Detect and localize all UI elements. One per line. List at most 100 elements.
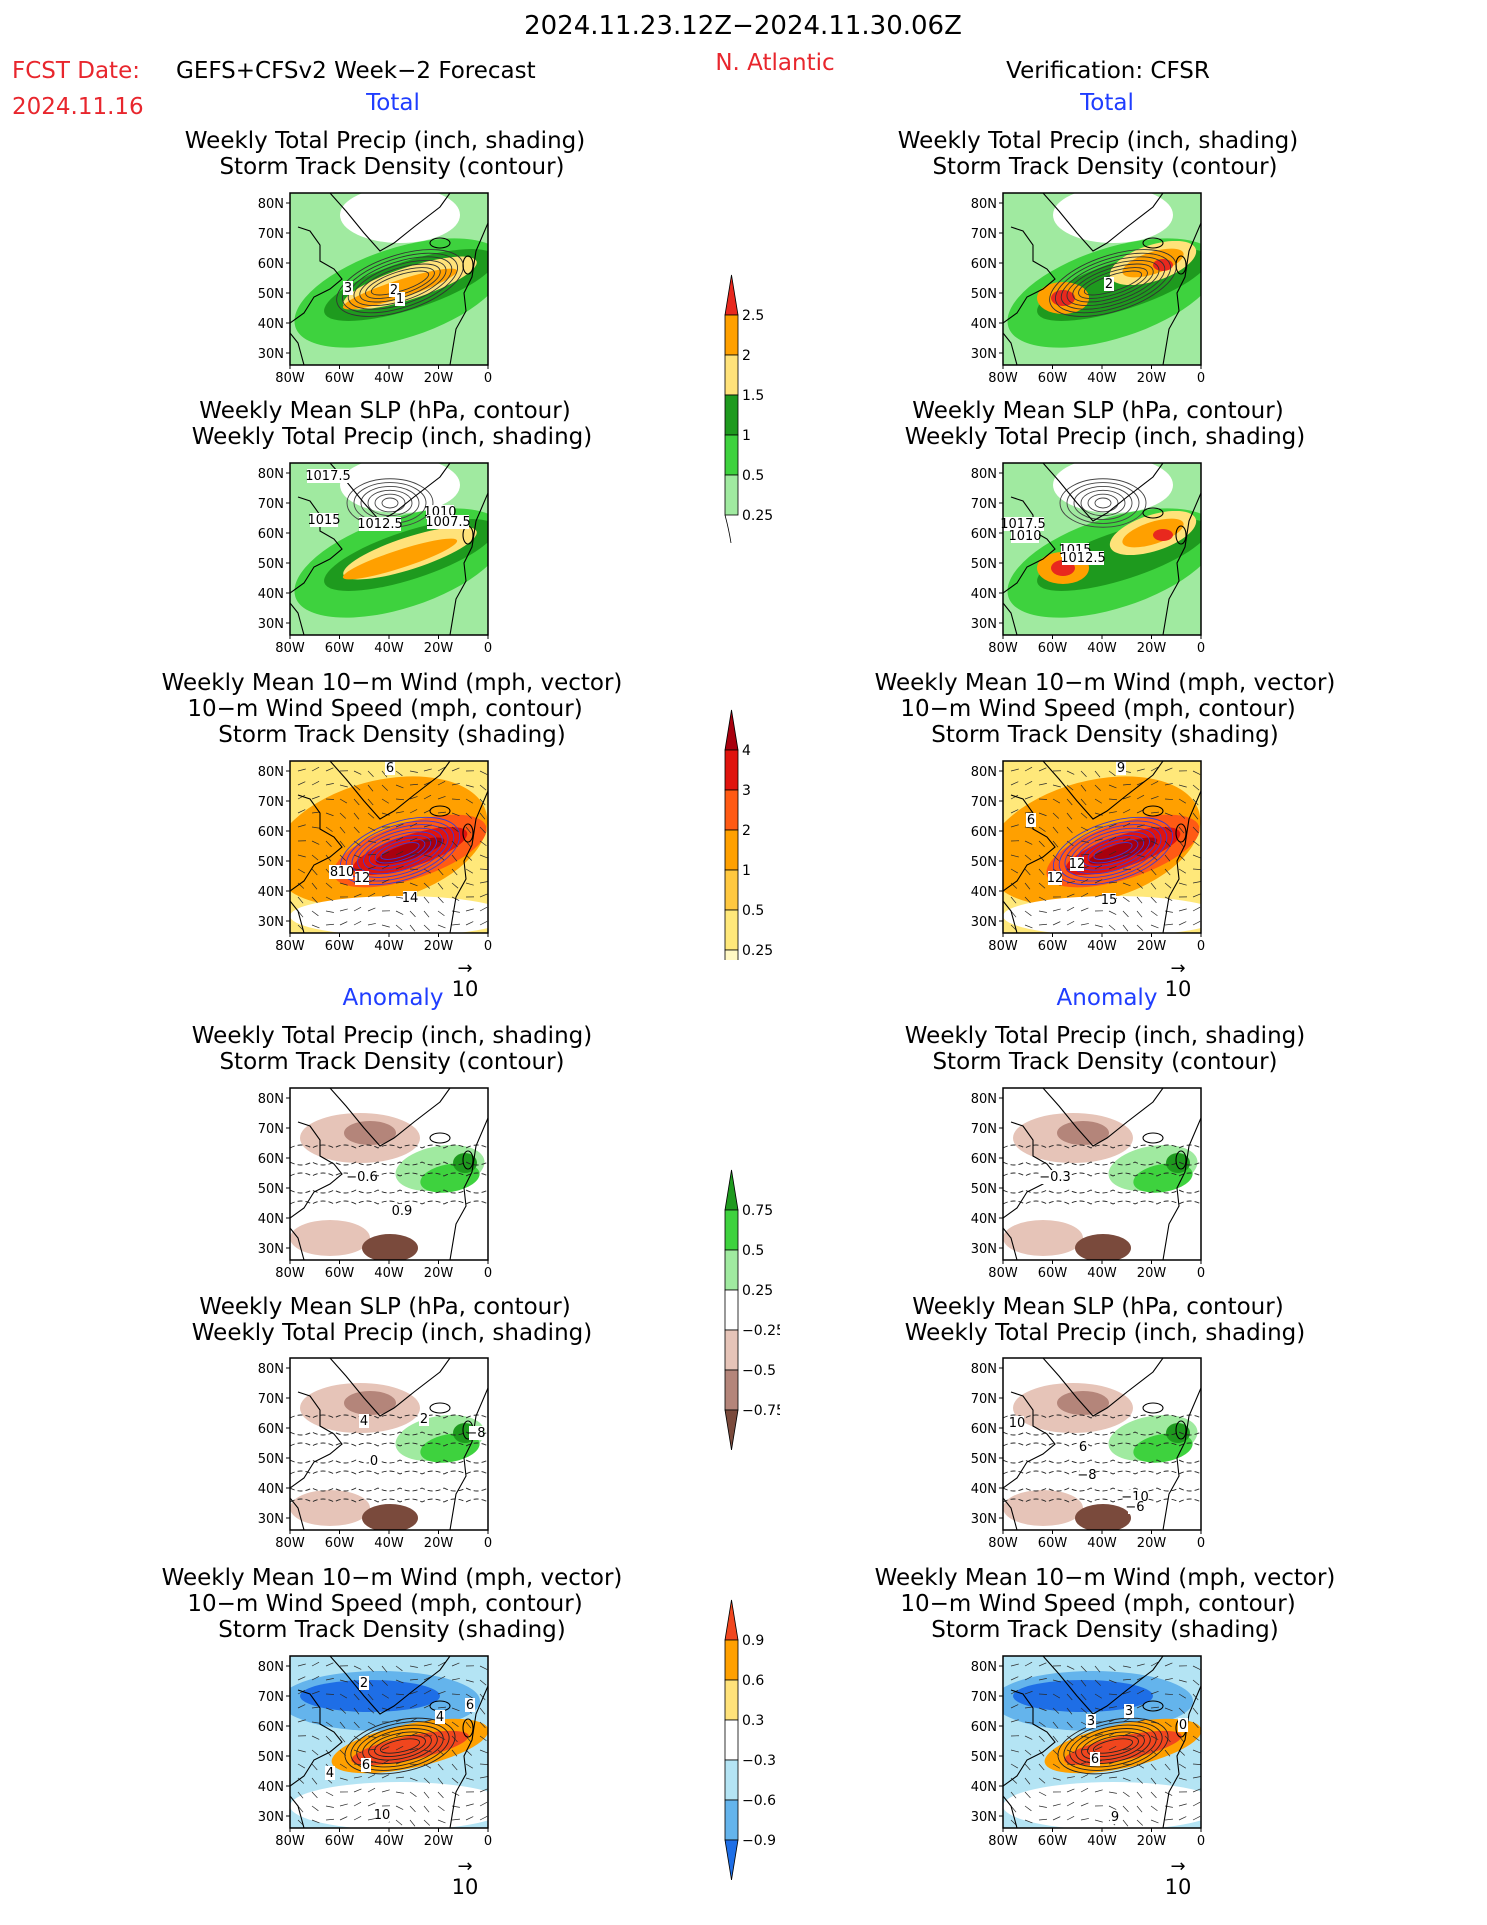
colorbar-segment <box>724 1839 739 1880</box>
lon-tick-label: 40W <box>1087 939 1117 953</box>
lat-tick-label: 50N <box>971 1750 997 1765</box>
contour-label: 9 <box>1117 761 1125 776</box>
colorbar-total-precip: 2.5 2 1.5 1 0.5 0.25 <box>724 274 773 544</box>
map-panel-forecast-total-precip: 3 21 80N 70N 60N 50N 40N 30N 80W 60W 40W 20W 0 <box>258 192 492 385</box>
contour-label: 8 <box>330 865 338 880</box>
contour-label: 1010 <box>1008 529 1041 544</box>
fc-p6-title-3: Storm Track Density (shading) <box>218 1617 566 1643</box>
colorbar-segment <box>724 1639 739 1681</box>
lat-tick-label: 70N <box>258 497 284 512</box>
lat-tick-label: 30N <box>258 915 284 930</box>
lon-tick-label: 40W <box>374 1266 404 1280</box>
lon-tick-label: 80W <box>275 1834 305 1848</box>
lon-tick-label: 60W <box>325 1834 355 1848</box>
fc-p2-title-2: Weekly Total Precip (inch, shading) <box>191 424 593 450</box>
lon-tick-label: 80W <box>988 371 1018 385</box>
lat-tick-label: 80N <box>971 765 997 780</box>
fc-p6-title-2: 10−m Wind Speed (mph, contour) <box>187 1591 583 1617</box>
lat-tick-label: 40N <box>258 317 284 332</box>
contour-label: 4 <box>326 1766 334 1781</box>
contour-label: 12 <box>1047 871 1064 886</box>
lat-tick-label: 60N <box>258 1422 284 1437</box>
lat-tick-label: 70N <box>258 1122 284 1137</box>
map-panel-verification-total-slp: 1017.5101010151012.580N70N60N50N40N30N80… <box>971 462 1205 655</box>
lon-tick-label: 0 <box>484 1834 492 1848</box>
contour-label: 0 <box>1179 1718 1187 1733</box>
fc-p1-title-2: Storm Track Density (contour) <box>219 154 565 180</box>
contour-label: 6 <box>466 1698 474 1713</box>
map-panel-forecast-anomaly-slp: 4 2 0 −8 80N 70N 60N 50N 40N 30N 80W 60W 40W 20W 0 <box>258 1357 492 1550</box>
fc-p3-title-2: 10−m Wind Speed (mph, contour) <box>187 696 583 722</box>
vr-p4-title-1: Weekly Total Precip (inch, shading) <box>904 1023 1306 1049</box>
colorbar-segment <box>724 1799 739 1841</box>
vector-ref-vr-total: → 10 <box>1164 958 1192 1002</box>
lat-tick-label: 30N <box>971 1242 997 1257</box>
lon-tick-label: 0 <box>484 1266 492 1280</box>
map-panel-verification-total-precip: 2 80N 70N 60N 50N 40N 30N 80W 60W 40W 20W 0 <box>971 192 1205 385</box>
lon-tick-label: 40W <box>1087 371 1117 385</box>
colorbar-segment <box>724 909 739 951</box>
lon-tick-label: 80W <box>988 1266 1018 1280</box>
fc-p6-title-1: Weekly Mean 10−m Wind (mph, vector) <box>161 1565 623 1591</box>
contour-label: 6 <box>362 1758 370 1773</box>
lon-tick-label: 0 <box>484 1536 492 1550</box>
lon-tick-label: 20W <box>424 1834 454 1848</box>
fc-p3-title-1: Weekly Mean 10−m Wind (mph, vector) <box>161 670 623 696</box>
contour-label: −6 <box>1125 1500 1144 1515</box>
colorbar-segment <box>724 829 739 871</box>
lat-tick-label: 80N <box>971 467 997 482</box>
lat-tick-label: 60N <box>971 825 997 840</box>
lat-tick-label: 70N <box>971 795 997 810</box>
lat-tick-label: 80N <box>258 1660 284 1675</box>
lon-tick-label: 60W <box>1038 939 1068 953</box>
colorbar-label: 3 <box>742 783 751 799</box>
lat-tick-label: 50N <box>258 287 284 302</box>
section-total-verification: Total <box>1080 90 1134 116</box>
lon-tick-label: 60W <box>1038 1536 1068 1550</box>
lon-tick-label: 80W <box>275 641 305 655</box>
vr-p3-title-3: Storm Track Density (shading) <box>931 722 1279 748</box>
lat-tick-label: 50N <box>971 855 997 870</box>
contour-label: 15 <box>1101 893 1118 908</box>
contour-label: 1017.5 <box>305 469 351 484</box>
lon-tick-label: 0 <box>484 939 492 953</box>
lon-tick-label: 80W <box>988 641 1018 655</box>
fc-p4-title-1: Weekly Total Precip (inch, shading) <box>191 1023 593 1049</box>
lon-tick-label: 80W <box>275 939 305 953</box>
lon-tick-label: 0 <box>1197 1266 1205 1280</box>
contour-label: 0 <box>370 1454 378 1469</box>
lat-tick-label: 30N <box>971 915 997 930</box>
lon-tick-label: 0 <box>484 371 492 385</box>
lon-tick-label: 80W <box>275 1536 305 1550</box>
colorbar-label: 2.5 <box>742 308 764 324</box>
colorbar-segment <box>724 1369 739 1411</box>
colorbar-segment <box>724 1209 739 1251</box>
contour-label: 3 <box>1087 1714 1095 1729</box>
colorbar-segment <box>724 274 739 316</box>
lon-tick-label: 0 <box>484 641 492 655</box>
lat-tick-label: 30N <box>971 617 997 632</box>
lon-tick-label: 80W <box>275 1266 305 1280</box>
lon-tick-label: 20W <box>1137 641 1167 655</box>
colorbar-label: 2 <box>742 348 751 364</box>
vr-p1-title-1: Weekly Total Precip (inch, shading) <box>897 128 1299 154</box>
contour-label: −0.6 <box>346 1170 378 1185</box>
contour-label: 1007.5 <box>425 515 471 530</box>
fc-p4-title-2: Storm Track Density (contour) <box>219 1049 565 1075</box>
colorbar-segment <box>724 1169 739 1211</box>
lat-tick-label: 60N <box>258 1152 284 1167</box>
lat-tick-label: 40N <box>258 885 284 900</box>
lat-tick-label: 80N <box>971 1092 997 1107</box>
vector-ref-vr-anom: → 10 <box>1164 1856 1192 1900</box>
lat-tick-label: 70N <box>971 1690 997 1705</box>
lat-tick-label: 50N <box>971 1452 997 1467</box>
lon-tick-label: 40W <box>374 371 404 385</box>
contour-label: 1012.5 <box>1060 551 1106 566</box>
colorbar-label: −0.25 <box>742 1323 780 1339</box>
contour-label: 6 <box>1027 813 1035 828</box>
contour-label: 2 <box>420 1412 428 1427</box>
lon-tick-label: 0 <box>1197 641 1205 655</box>
fcst-date-label: FCST Date: <box>12 58 140 84</box>
lon-tick-label: 20W <box>424 1536 454 1550</box>
